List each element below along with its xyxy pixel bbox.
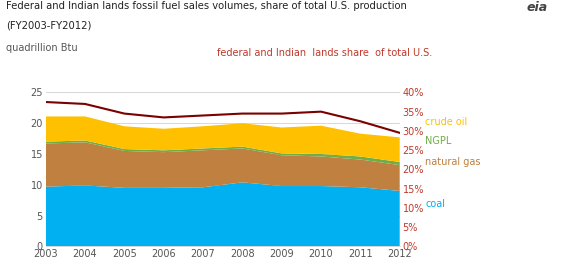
Text: NGPL: NGPL bbox=[425, 136, 452, 146]
Text: coal: coal bbox=[425, 199, 445, 209]
Text: crude oil: crude oil bbox=[425, 117, 468, 127]
Text: federal and Indian  lands share  of total U.S.: federal and Indian lands share of total … bbox=[217, 48, 432, 58]
Text: quadrillion Btu: quadrillion Btu bbox=[6, 43, 77, 53]
Text: Federal and Indian lands fossil fuel sales volumes, share of total U.S. producti: Federal and Indian lands fossil fuel sal… bbox=[6, 1, 407, 11]
Text: eia: eia bbox=[527, 1, 548, 14]
Text: (FY2003-FY2012): (FY2003-FY2012) bbox=[6, 21, 91, 31]
Text: natural gas: natural gas bbox=[425, 157, 481, 167]
